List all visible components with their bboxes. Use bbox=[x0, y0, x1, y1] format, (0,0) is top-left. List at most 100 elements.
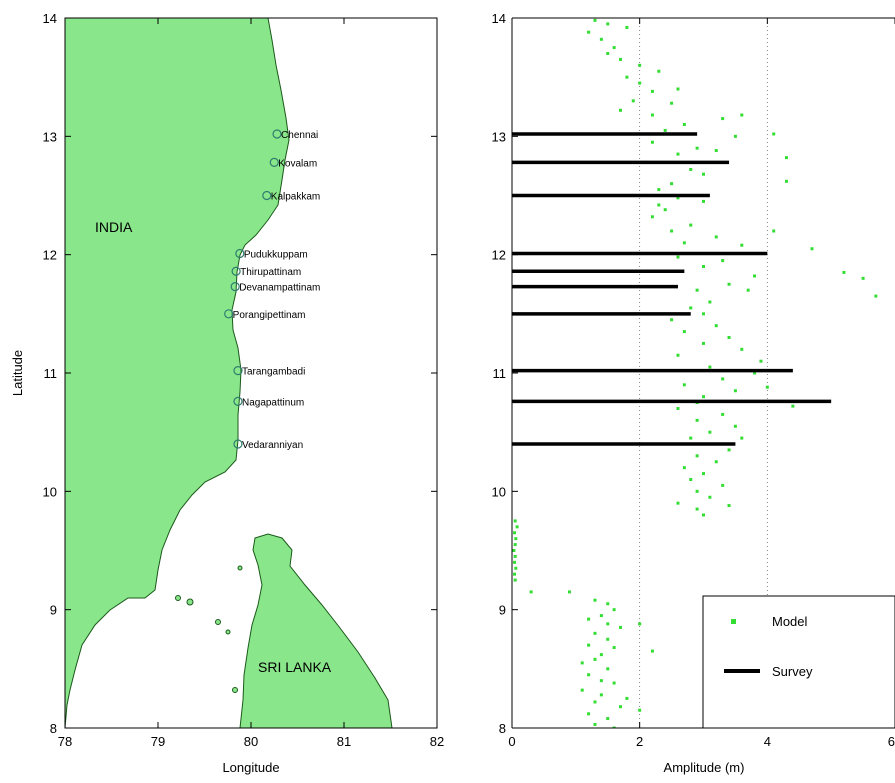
station-marker bbox=[224, 309, 234, 319]
amp-y-tick-label: 8 bbox=[499, 721, 506, 736]
model-point bbox=[606, 622, 610, 626]
model-point bbox=[619, 705, 623, 709]
model-point bbox=[695, 418, 699, 422]
amplitude-panel: 0 2 4 6 8 9 10 11 12 13 14 Amplitude (m) Model Su… bbox=[492, 11, 895, 775]
map-x-tick-label: 81 bbox=[337, 734, 351, 749]
map-y-tick-label: 11 bbox=[44, 366, 58, 381]
model-point bbox=[874, 294, 878, 298]
model-point bbox=[810, 247, 814, 251]
model-point bbox=[670, 229, 674, 233]
model-point bbox=[753, 274, 757, 278]
model-point bbox=[599, 679, 603, 683]
model-point bbox=[529, 590, 533, 594]
model-point bbox=[612, 646, 616, 650]
model-point bbox=[765, 385, 769, 389]
model-point bbox=[689, 436, 693, 440]
station-marker bbox=[230, 282, 240, 292]
model-point bbox=[650, 89, 654, 93]
model-point bbox=[721, 117, 725, 121]
model-point bbox=[714, 324, 718, 328]
model-point bbox=[650, 113, 654, 117]
model-point bbox=[695, 489, 699, 493]
map-y-tick-label: 8 bbox=[50, 721, 57, 736]
model-point bbox=[514, 566, 518, 570]
amp-x-tick-label: 0 bbox=[508, 734, 515, 749]
model-point bbox=[676, 87, 680, 91]
model-point bbox=[612, 608, 616, 612]
model-point bbox=[702, 172, 705, 176]
station-markers: Chennai Kovalam Kalpakkam Pudukkuppam Thirup… bbox=[224, 129, 320, 451]
model-point bbox=[727, 282, 731, 286]
model-point bbox=[580, 661, 584, 665]
model-point bbox=[689, 223, 693, 227]
model-point bbox=[740, 347, 744, 351]
amp-y-tick-label: 14 bbox=[492, 11, 506, 26]
model-point bbox=[513, 543, 517, 547]
map-x-tick-label: 82 bbox=[430, 734, 444, 749]
model-point bbox=[663, 128, 667, 132]
model-point bbox=[759, 359, 763, 363]
station-label: Pudukkuppam bbox=[244, 249, 308, 260]
map-y-tick-label: 14 bbox=[43, 11, 57, 26]
model-point bbox=[587, 673, 591, 677]
model-point bbox=[689, 306, 693, 310]
amp-x-tick-label: 4 bbox=[764, 734, 771, 749]
model-point bbox=[727, 504, 731, 508]
model-point bbox=[513, 578, 517, 582]
model-point bbox=[515, 525, 519, 529]
model-point bbox=[599, 37, 603, 41]
model-point bbox=[689, 167, 693, 171]
model-point bbox=[733, 134, 737, 138]
model-point bbox=[702, 265, 705, 268]
model-point bbox=[733, 424, 737, 428]
model-point bbox=[702, 472, 705, 476]
model-point bbox=[587, 617, 591, 621]
model-point bbox=[513, 519, 517, 523]
map-y-tick-label: 12 bbox=[43, 248, 57, 263]
model-point bbox=[606, 22, 610, 26]
survey-bars bbox=[512, 132, 832, 446]
model-point bbox=[727, 336, 731, 339]
model-point bbox=[650, 215, 654, 219]
model-point bbox=[714, 149, 718, 153]
model-point bbox=[612, 726, 616, 728]
model-point bbox=[702, 341, 705, 345]
model-point bbox=[619, 57, 623, 61]
model-point bbox=[650, 140, 654, 144]
model-point bbox=[638, 708, 642, 712]
model-point bbox=[587, 712, 591, 716]
legend-box bbox=[702, 595, 895, 729]
model-point bbox=[784, 156, 788, 160]
model-point bbox=[513, 560, 517, 564]
map-y-tick-label: 10 bbox=[43, 484, 57, 499]
station-marker bbox=[272, 129, 282, 139]
station-label: Porangipettinam bbox=[233, 310, 306, 321]
station-label: Chennai bbox=[281, 130, 318, 141]
map-x-axis: 78 79 80 81 82 bbox=[58, 18, 444, 749]
model-point bbox=[657, 188, 661, 192]
model-point bbox=[676, 501, 680, 505]
model-point bbox=[593, 18, 597, 22]
model-point bbox=[721, 377, 725, 381]
model-point bbox=[682, 241, 686, 245]
amp-y-tick-label: 12 bbox=[492, 248, 506, 263]
amp-x-axis-label: Amplitude (m) bbox=[664, 760, 745, 775]
amp-y-axis: 8 9 10 11 12 13 14 bbox=[492, 11, 518, 736]
model-point bbox=[606, 52, 610, 55]
model-point bbox=[670, 182, 674, 186]
model-point bbox=[842, 270, 846, 274]
model-point bbox=[676, 353, 680, 357]
model-point bbox=[638, 63, 642, 67]
station-marker bbox=[231, 266, 241, 276]
model-point bbox=[612, 681, 616, 685]
model-point bbox=[650, 649, 654, 653]
india-landmass bbox=[65, 18, 290, 728]
model-point bbox=[708, 365, 712, 369]
map-y-axis-label: Latitude bbox=[10, 350, 25, 396]
model-point bbox=[746, 288, 750, 292]
model-point bbox=[670, 318, 674, 322]
map-y-axis: 8 9 10 11 12 13 14 bbox=[43, 11, 437, 736]
model-point bbox=[721, 259, 725, 263]
model-point bbox=[513, 531, 517, 535]
model-point bbox=[791, 404, 795, 408]
